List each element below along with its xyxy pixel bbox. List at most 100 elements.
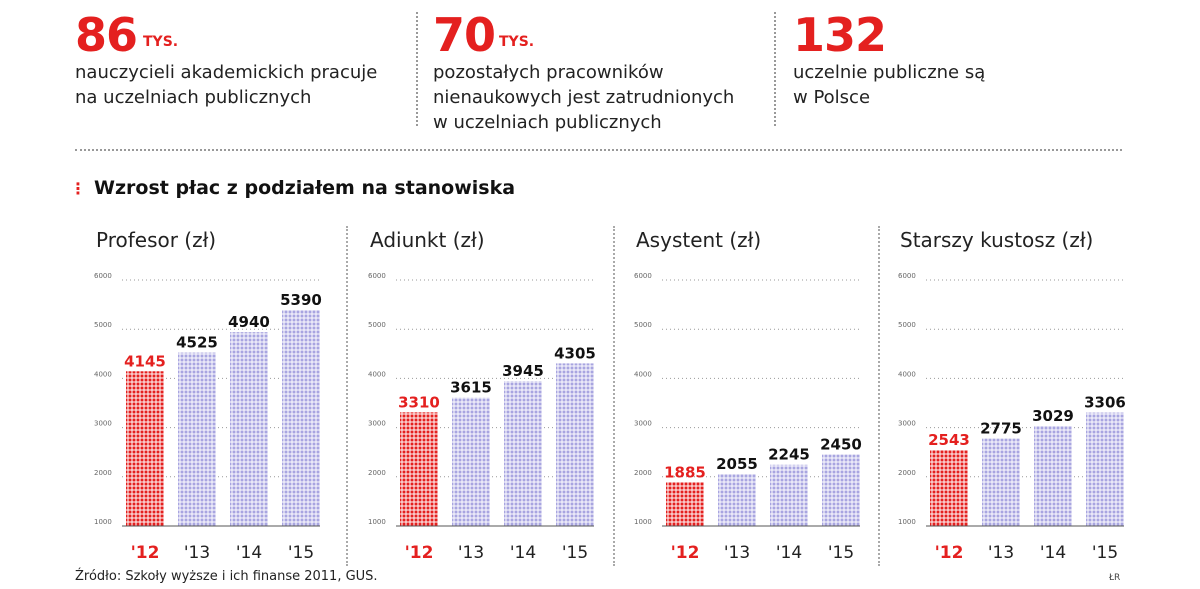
chart-title: Asystent (zł) — [636, 228, 762, 252]
bar-chart-svg: 1000 2000 3000 4000 5000 6000 4145 '12 4525 '13 49… — [94, 272, 322, 563]
y-tick-label: 6000 — [94, 272, 112, 280]
bar-value-label: 4145 — [124, 352, 166, 370]
bar-value-label: 2055 — [716, 455, 758, 473]
stat-teachers: 86 TYS. nauczycieli akademickich pracuje… — [75, 8, 405, 126]
chart-title: Profesor (zł) — [96, 228, 217, 252]
x-category-label: '14 — [1040, 543, 1066, 563]
bar — [504, 381, 542, 526]
y-tick-label: 4000 — [94, 370, 112, 378]
x-category-label: '15 — [562, 543, 588, 563]
x-category-label: '12 — [935, 543, 964, 563]
x-category-label: '15 — [828, 543, 854, 563]
bar — [822, 454, 860, 526]
stat-number: 70 — [433, 8, 496, 62]
stat-description: pozostałych pracowników nienaukowych jes… — [433, 62, 735, 133]
x-category-label: '14 — [776, 543, 802, 563]
chart-divider — [878, 226, 880, 566]
chart-divider — [613, 226, 615, 566]
bar-value-label: 4525 — [176, 334, 218, 352]
y-tick-label: 5000 — [368, 321, 386, 329]
y-tick-label: 1000 — [898, 518, 916, 526]
y-tick-label: 2000 — [634, 469, 652, 477]
y-tick-label: 6000 — [898, 272, 916, 280]
stat-description: nauczycieli akademickich pracuje na ucze… — [75, 62, 378, 108]
chart-title: Adiunkt (zł) — [370, 228, 485, 252]
stat-number: 132 — [793, 8, 887, 62]
bar-value-label: 2245 — [768, 446, 810, 464]
y-tick-label: 2000 — [898, 469, 916, 477]
stat-description: uczelnie publiczne są w Polsce — [793, 62, 986, 108]
y-tick-label: 2000 — [94, 469, 112, 477]
y-tick-label: 5000 — [898, 321, 916, 329]
bar-value-label: 2775 — [980, 420, 1022, 438]
stat-divider — [774, 12, 776, 126]
bar-value-label: 3310 — [398, 393, 440, 411]
x-category-label: '15 — [1092, 543, 1118, 563]
chart-starszy-kustosz: Starszy kustosz (zł) 1000 2000 3000 4000 500… — [876, 222, 1138, 572]
section-divider — [75, 149, 1122, 151]
bar — [1034, 426, 1072, 526]
y-tick-label: 3000 — [94, 420, 112, 428]
bar — [178, 352, 216, 526]
bar-chart-svg: 1000 2000 3000 4000 5000 6000 3310 '12 3615 '13 39… — [368, 272, 596, 563]
bar-value-label: 5390 — [280, 291, 322, 309]
y-tick-label: 1000 — [634, 518, 652, 526]
x-category-label: '15 — [288, 543, 314, 563]
stat-staff: 70 TYS. pozostałych pracowników nienauko… — [433, 8, 768, 133]
bar — [930, 450, 968, 526]
chart-asystent: Asystent (zł) 1000 2000 3000 4000 5000 6000 18… — [612, 222, 874, 572]
source-note: Źródło: Szkoły wyższe i ich finanse 2011… — [75, 569, 378, 584]
y-tick-label: 6000 — [368, 272, 386, 280]
bar — [982, 438, 1020, 526]
y-tick-label: 5000 — [634, 321, 652, 329]
bar-value-label: 3306 — [1084, 394, 1126, 412]
bar-value-label: 2543 — [928, 431, 970, 449]
x-category-label: '13 — [988, 543, 1014, 563]
stat-number: 86 — [75, 8, 138, 62]
y-tick-label: 2000 — [368, 469, 386, 477]
y-tick-label: 4000 — [634, 370, 652, 378]
chart-profesor: Profesor (zł) 1000 2000 3000 4000 5000 6000 41… — [72, 222, 334, 572]
x-category-label: '13 — [724, 543, 750, 563]
bar — [126, 371, 164, 526]
x-category-label: '12 — [405, 543, 434, 563]
y-tick-label: 3000 — [634, 420, 652, 428]
bar-value-label: 1885 — [664, 463, 706, 481]
y-tick-label: 3000 — [368, 420, 386, 428]
y-tick-label: 4000 — [368, 370, 386, 378]
bar — [452, 397, 490, 526]
x-category-label: '14 — [236, 543, 262, 563]
y-tick-label: 3000 — [898, 420, 916, 428]
bar — [1086, 412, 1124, 526]
bullet-icon: ⋮ — [70, 179, 86, 198]
stat-unit: TYS. — [143, 34, 179, 50]
bar — [230, 332, 268, 526]
bar-chart-svg: 1000 2000 3000 4000 5000 6000 1885 '12 2055 '13 22… — [634, 272, 862, 563]
bar — [770, 464, 808, 526]
y-tick-label: 6000 — [634, 272, 652, 280]
bar-chart-svg: 1000 2000 3000 4000 5000 6000 2543 '12 2775 '13 30… — [898, 272, 1126, 563]
section-title: ⋮ Wzrost płac z podziałem na stanowiska — [70, 177, 515, 199]
bar-value-label: 3029 — [1032, 407, 1074, 425]
chart-divider — [346, 226, 348, 566]
bar — [666, 482, 704, 526]
bar-value-label: 4940 — [228, 313, 270, 331]
stat-divider — [416, 12, 418, 126]
chart-adiunkt: Adiunkt (zł) 1000 2000 3000 4000 5000 6000 331… — [346, 222, 608, 572]
bar-value-label: 3945 — [502, 362, 544, 380]
bar — [282, 310, 320, 526]
y-tick-label: 1000 — [368, 518, 386, 526]
chart-title: Starszy kustosz (zł) — [900, 228, 1094, 252]
bar — [556, 363, 594, 526]
bar — [718, 474, 756, 526]
bar-value-label: 3615 — [450, 378, 492, 396]
stat-unit: TYS. — [499, 34, 535, 50]
x-category-label: '13 — [184, 543, 210, 563]
y-tick-label: 5000 — [94, 321, 112, 329]
x-category-label: '13 — [458, 543, 484, 563]
x-category-label: '14 — [510, 543, 536, 563]
section-title-text: Wzrost płac z podziałem na stanowiska — [94, 177, 516, 199]
bar — [400, 412, 438, 526]
bar-value-label: 4305 — [554, 344, 596, 362]
author-credit: ŁR — [1109, 573, 1121, 583]
